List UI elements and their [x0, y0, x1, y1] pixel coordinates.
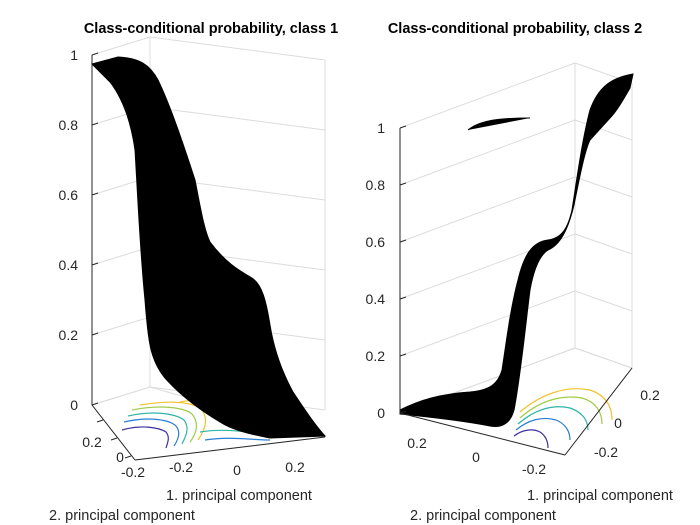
plot2-z-tick-5 [399, 125, 407, 129]
plot1-y-tick-label-1: 0 [116, 449, 124, 465]
plot2-grid-z-left-5 [399, 62, 576, 129]
plot1-floor-back [91, 386, 151, 406]
plot1-grid-z-right-5 [149, 36, 326, 61]
plot2-z-tick-label-1: 0.2 [366, 348, 386, 364]
plot2-contour-1 [519, 396, 603, 425]
plot1-tick-labels: 00.20.40.60.810.20-0.2 -0.2 0 0.2 [59, 47, 305, 480]
plot-class-1: 00.20.40.60.810.20-0.2 -0.2 0 0.2 Class-con… [49, 21, 338, 524]
plot2-surface [399, 73, 634, 428]
plot1-ylabel: 2. principal component [49, 508, 195, 524]
plot2-y-tick-label-0: 0.2 [640, 387, 660, 403]
plot1-z-tick-label-1: 0.2 [59, 327, 79, 343]
plot1-grid-z-right-4 [149, 106, 326, 131]
plot1-xlabel: 1. principal component [166, 488, 312, 504]
plot2-grid-z-left-3 [399, 176, 576, 243]
plot1-title: Class-conditional probability, class 1 [84, 21, 338, 37]
plot2-x-tick-label-2: -0.2 [522, 461, 546, 477]
plot1-z-tick-label-4: 0.8 [59, 117, 79, 133]
plot2-x-tick-label-0: 0.2 [407, 435, 427, 451]
plot2-x-axis [399, 412, 566, 456]
plot1-z-tick-1 [91, 332, 99, 336]
plot1-contour-1 [131, 406, 198, 443]
plot2-y-tick-label-1: 0 [614, 415, 622, 431]
plot1-z-tick-label-3: 0.6 [59, 187, 79, 203]
plot1-contour-3 [123, 418, 180, 447]
plot-class-2: 0 0.2 0.4 0.6 0.8 1 0.2 0 -0.2 0.2 0 -0.2 Class-con… [366, 21, 673, 524]
plot1-z-tick-label-0: 0 [70, 397, 78, 413]
plot1-y-tick-0 [96, 419, 104, 423]
plot2-grid-z-left-4 [399, 119, 576, 186]
plot2-x-tick-label-1: 0 [472, 449, 480, 465]
plot2-contour-4 [513, 429, 549, 449]
plot1-x-tick-label-1: 0 [233, 462, 241, 478]
plot2-contour-3 [515, 417, 571, 441]
plot1-surface [91, 56, 327, 439]
plot1-x-tick-label-0: -0.2 [169, 459, 193, 475]
plot2-title: Class-conditional probability, class 2 [388, 21, 642, 37]
plot2-grid-z-right-4 [574, 119, 633, 141]
plot1-y-tick-label-0: 0.2 [82, 434, 102, 450]
plot1-grid-z-left-1 [91, 316, 151, 336]
plot1-x-tick-label-2: 0.2 [285, 459, 305, 475]
plot2-z-tick-3 [399, 239, 407, 243]
plot1-contour-2 [127, 412, 188, 445]
plot2-tick-labels: 0 0.2 0.4 0.6 0.8 1 0.2 0 -0.2 0.2 0 -0.2 [366, 120, 660, 477]
plot1-z-tick-4 [91, 122, 99, 126]
plot2-grid-z-right-2 [574, 233, 633, 255]
plot1-contour-8 [204, 437, 271, 441]
plot2-y-tick-label-2: -0.2 [594, 444, 618, 460]
plot1-z-tick-2 [91, 262, 99, 266]
plot2-grid-z-right-1 [574, 290, 633, 312]
plot1-z-tick-0 [91, 402, 99, 406]
plot2-z-tick-label-4: 0.8 [366, 177, 386, 193]
plot1-grid-z-left-2 [91, 246, 151, 266]
plot1-z-tick-5 [91, 52, 99, 56]
plot2-contours [513, 388, 613, 449]
plot1-contour-4 [121, 426, 169, 449]
plot2-floor-right [574, 347, 633, 369]
plot1-grid-z-left-5 [91, 36, 151, 56]
plot1-y-tick-1 [110, 437, 118, 441]
plot1-x-axis [134, 436, 326, 461]
plot2-axes [399, 125, 633, 456]
plot2-y-axis [564, 367, 633, 456]
plot1-y-tick-label-2: -0.2 [121, 464, 145, 480]
plot2-grid-z-left-1 [399, 290, 576, 357]
plot2-z-tick-4 [399, 182, 407, 186]
plot2-grid-z-right-3 [574, 176, 633, 198]
plot1-z-tick-label-5: 1 [70, 47, 78, 63]
plot2-contour-2 [517, 406, 589, 431]
plot1-z-tick-3 [91, 192, 99, 196]
plot2-contour-0 [519, 388, 613, 421]
plot1-axes [91, 52, 326, 461]
plot2-z-tick-2 [399, 296, 407, 300]
plot2-ylabel: 2. principal component [410, 508, 556, 524]
plot2-z-tick-label-2: 0.4 [366, 291, 386, 307]
plot1-y-axis [91, 404, 136, 461]
plot2-z-tick-label-3: 0.6 [366, 234, 386, 250]
plot2-z-tick-label-5: 1 [377, 120, 385, 136]
plot1-z-tick-label-2: 0.4 [59, 257, 79, 273]
plot2-z-tick-0 [399, 410, 407, 414]
plot2-z-tick-label-0: 0 [377, 405, 385, 421]
plot2-z-tick-1 [399, 353, 407, 357]
plot1-y-tick-2 [124, 455, 132, 459]
plot2-xlabel: 1. principal component [527, 488, 673, 504]
